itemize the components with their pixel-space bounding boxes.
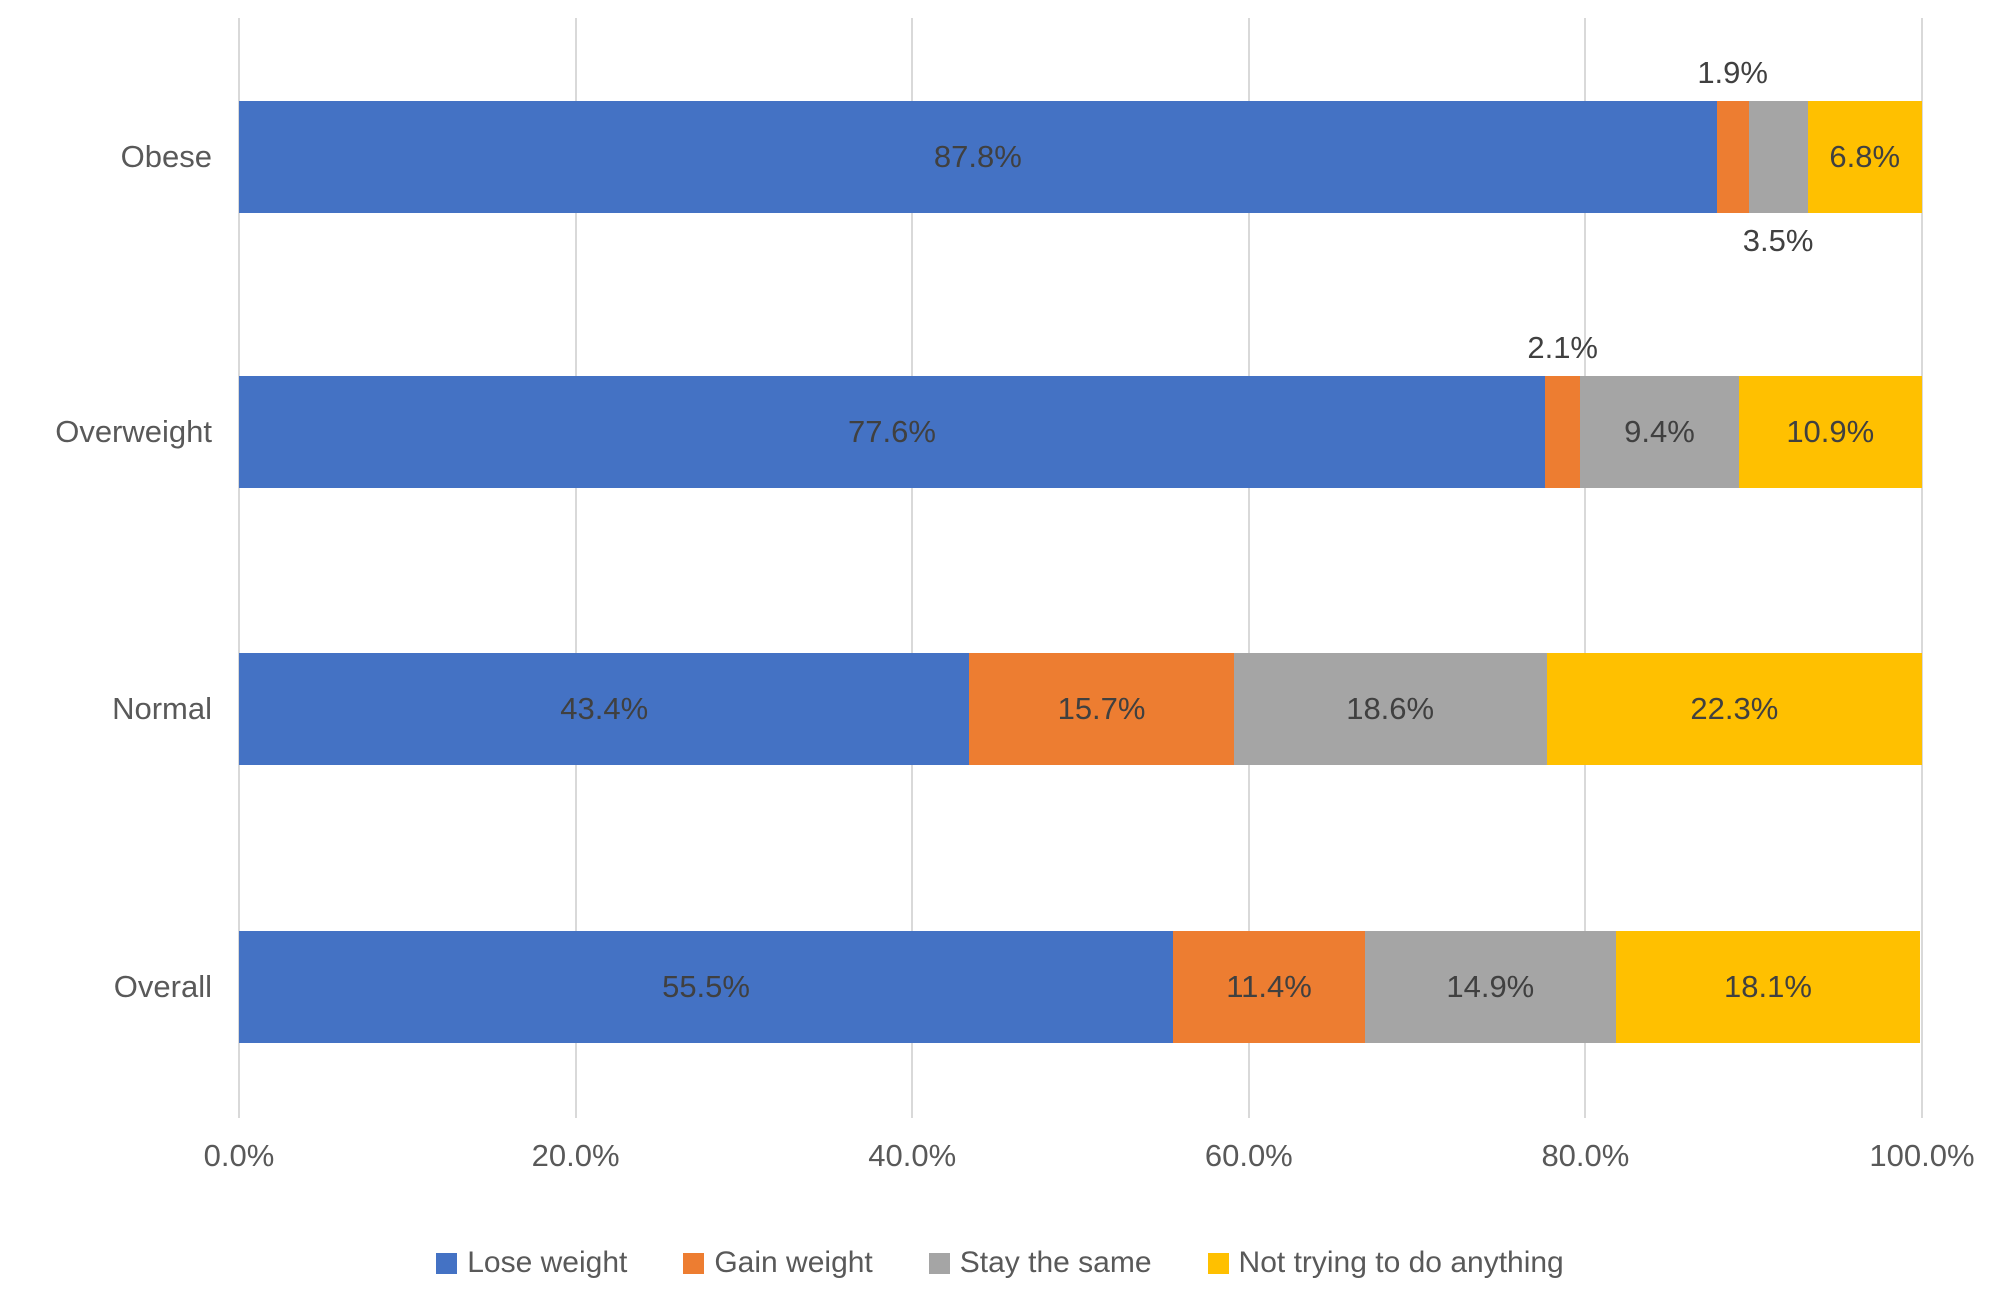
data-label: 18.1% [1724,969,1812,1004]
legend-swatch-icon [928,1252,950,1274]
data-label: 9.4% [1624,414,1695,449]
bar-segment-gain-weight-overall: 11.4% [1173,931,1365,1043]
data-label: 10.9% [1786,414,1875,449]
legend-label: Stay the same [959,1246,1152,1279]
bar-segment-gain-weight-obese [1716,101,1749,213]
bar-segment-not-trying-to-do-anything-normal: 22.3% [1546,653,1922,765]
data-label: 22.3% [1690,691,1779,726]
legend-label: Not trying to do anything [1238,1246,1564,1279]
data-label: 87.8% [933,139,1022,174]
gridline [1921,18,1923,1118]
data-label: 15.7% [1057,691,1146,726]
data-label: 6.8% [1829,139,1901,174]
bar-segment-not-trying-to-do-anything-obese: 6.8% [1807,101,1922,213]
data-label: 77.6% [848,414,936,449]
bar-segment-not-trying-to-do-anything-overweight: 10.9% [1738,376,1922,488]
bar-segment-lose-weight-overall: 55.5% [239,931,1174,1043]
gridline [238,18,240,1118]
x-tick-label: 0.0% [203,1138,275,1173]
data-label: 11.4% [1226,969,1312,1004]
gridline [1247,18,1250,1118]
category-label-overweight: Overweight [55,414,212,449]
bar-segment-stay-the-same-overall: 14.9% [1364,931,1616,1043]
category-label-overall: Overall [113,969,212,1004]
data-label: 18.6% [1346,691,1435,726]
legend-label: Gain weight [714,1246,873,1279]
bar-row-obese: 87.8% 6.8% [239,101,1922,213]
bar-segment-stay-the-same-normal: 18.6% [1233,653,1547,765]
x-tick-label: 80.0% [1541,1138,1630,1173]
category-label-normal: Normal [112,691,212,726]
gridline [1584,18,1587,1118]
bar-segment-lose-weight-obese: 87.8% [239,101,1717,213]
bar-row-overweight: 77.6% 9.4% 10.9% [239,376,1922,488]
data-label: 43.4% [560,691,649,726]
data-label-above: 1.9% [1697,55,1768,90]
x-tick-label: 20.0% [531,1138,620,1173]
data-label: 55.5% [662,969,750,1004]
bar-segment-stay-the-same-overweight: 9.4% [1580,376,1739,488]
data-label-above: 2.1% [1527,330,1599,365]
legend-item-not-trying-to-do-anything: Not trying to do anything [1207,1246,1564,1280]
legend-swatch-icon [1207,1252,1229,1274]
category-label-obese: Obese [120,139,212,174]
x-tick-label: 40.0% [868,1138,957,1173]
bar-segment-not-trying-to-do-anything-overall: 18.1% [1615,931,1921,1043]
bar-segment-lose-weight-overweight: 77.6% [239,376,1545,488]
x-tick-label: 60.0% [1204,1138,1293,1173]
gridline [574,18,577,1118]
legend-swatch-icon [683,1252,705,1274]
bar-segment-gain-weight-normal: 15.7% [969,653,1234,765]
legend-item-lose-weight: Lose weight [436,1246,627,1280]
legend-item-gain-weight: Gain weight [683,1246,873,1280]
bar-row-overall: 55.5% 11.4% 14.9% 18.1% [239,931,1922,1043]
bar-segment-stay-the-same-obese [1748,101,1808,213]
bar-segment-gain-weight-overweight [1545,376,1581,488]
x-tick-label: 100.0% [1869,1138,1975,1173]
bar-segment-lose-weight-normal: 43.4% [239,653,970,765]
plot-area: 1.9% 3.5% 87.8% 6.8% 2.1% 77.6% 9.4% 10.9% 43.4%… [238,18,1923,1118]
legend-item-stay-the-same: Stay the same [928,1246,1152,1280]
legend: Lose weight Gain weight Stay the same Not t… [0,1246,2000,1280]
bar-row-normal: 43.4% 15.7% 18.6% 22.3% [239,653,1922,765]
data-label-below: 3.5% [1742,223,1814,258]
gridline [911,18,914,1118]
legend-label: Lose weight [467,1246,628,1279]
legend-swatch-icon [436,1252,458,1274]
data-label: 14.9% [1446,969,1535,1004]
